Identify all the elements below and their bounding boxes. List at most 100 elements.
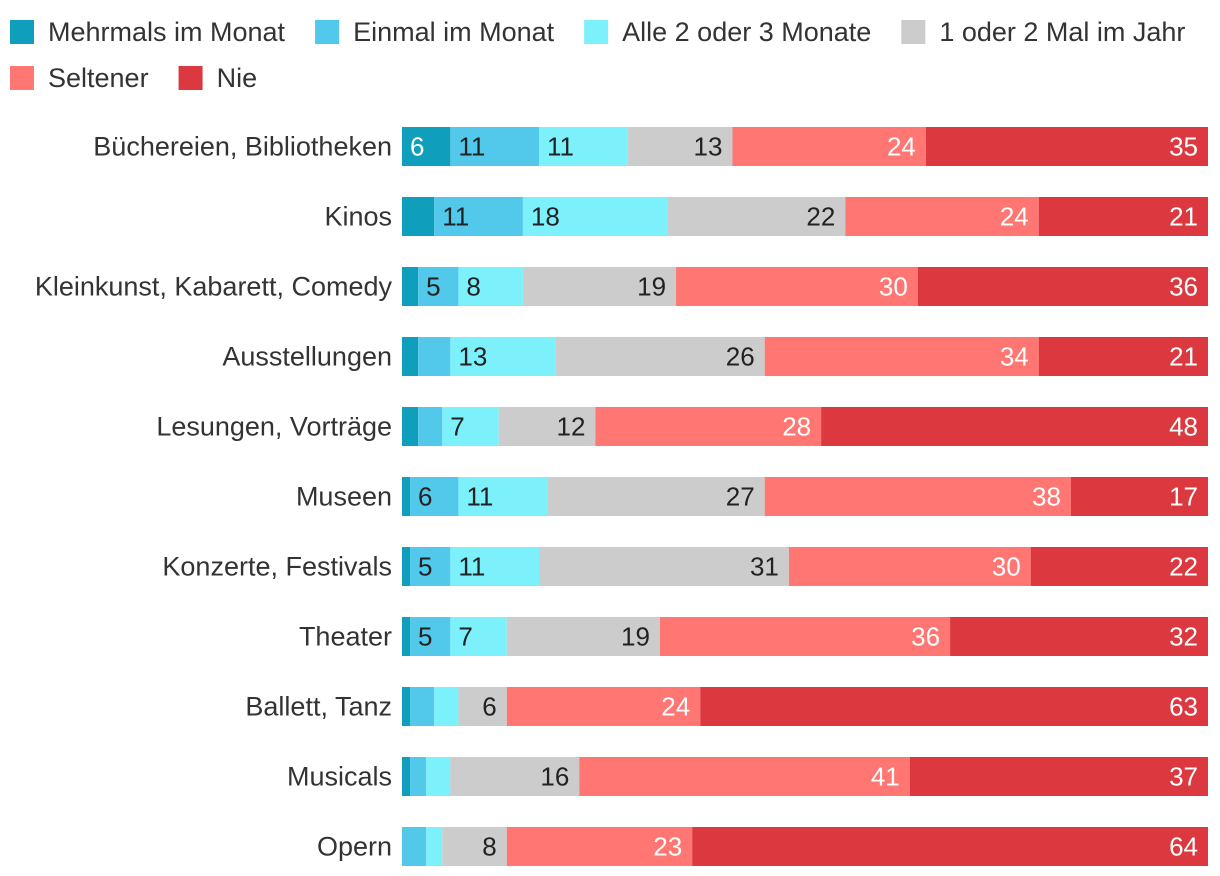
data-label: 13 [694,132,723,162]
bar-segment-einmal-im-monat [418,407,443,446]
data-label: 5 [418,622,432,652]
category-label: Musicals [287,762,392,792]
bar-segment-nie [1030,547,1208,586]
data-label: 12 [557,412,586,442]
bar-segment-nie [821,407,1208,446]
bar-row-museen: 6 11 27 38 17 [402,477,1208,516]
legend-swatch [10,20,34,44]
bar-segment-1-oder-2-mal-im-jahr [522,267,677,306]
bar-segment-seltener [764,337,1039,376]
bar-segment-1-oder-2-mal-im-jahr [547,477,765,516]
bar-segment-seltener [788,547,1031,586]
bar-row-theater: 5 7 19 36 32 [402,617,1208,656]
data-label: 41 [871,762,900,792]
data-label: 30 [879,272,908,302]
legend-label: Mehrmals im Monat [48,17,286,47]
category-label: Büchereien, Bibliotheken [93,132,392,162]
bar-segment-mehrmals-im-monat [402,127,451,166]
bar-segment-alle-2-oder-3-monate [458,477,548,516]
category-label: Konzerte, Festivals [162,552,392,582]
data-label: 11 [547,132,574,162]
data-label: 34 [1000,342,1029,372]
bar-segment-alle-2-oder-3-monate [434,687,459,726]
bar-segment-alle-2-oder-3-monate [442,407,499,446]
data-label: 11 [442,202,469,232]
data-label: 5 [426,272,440,302]
data-label: 8 [466,272,480,302]
legend-swatch [178,66,203,90]
data-label: 22 [806,202,835,232]
bar-segment-einmal-im-monat [434,197,523,236]
data-label: 63 [1169,692,1198,722]
bar-segment-einmal-im-monat [410,477,459,516]
bar-segment-1-oder-2-mal-im-jahr [627,127,733,166]
category-label: Museen [296,482,392,512]
category-label: Kleinkunst, Kabarett, Comedy [35,272,393,302]
data-label: 26 [726,342,755,372]
bar-segment-mehrmals-im-monat [402,617,411,656]
data-label: 17 [1169,482,1198,512]
legend-item-alle-2-oder-3-monate: Alle 2 oder 3 Monate [584,17,871,47]
bar-segment-nie [917,267,1208,306]
legend-swatch [315,20,340,44]
category-label: Ausstellungen [222,342,392,372]
data-label: 38 [1032,482,1061,512]
bar-segment-1-oder-2-mal-im-jahr [539,547,789,586]
bar-segment-mehrmals-im-monat [402,757,411,796]
bar-segment-1-oder-2-mal-im-jahr [458,687,507,726]
data-label: 35 [1169,132,1198,162]
data-label: 11 [466,482,493,512]
bar-segment-seltener [595,407,822,446]
legend-swatch [901,20,926,44]
bar-row-buechereien-bibliotheken: 6 11 11 13 24 35 [402,127,1208,166]
bar-segment-alle-2-oder-3-monate [450,547,540,586]
legend-label: Nie [217,63,258,93]
legend-swatch [584,20,609,44]
bar-segment-einmal-im-monat [402,827,427,866]
bar-segment-einmal-im-monat [410,617,451,656]
legend-item-seltener: Seltener [10,63,149,93]
bar-row-opern: 8 23 64 [402,827,1208,866]
category-label: Opern [317,832,392,862]
bar-row-konzerte-festivals: 5 11 31 30 22 [402,547,1208,586]
data-label: 22 [1169,552,1198,582]
bar-segment-einmal-im-monat [418,267,459,306]
category-label: Ballett, Tanz [245,692,392,722]
bar-segment-einmal-im-monat [418,337,451,376]
data-label: 32 [1169,622,1198,652]
data-label: 24 [1000,202,1029,232]
bar-segment-alle-2-oder-3-monate [426,757,451,796]
bar-segment-mehrmals-im-monat [402,337,419,376]
data-label: 6 [482,692,496,722]
bar-row-musicals: 16 41 37 [402,757,1208,796]
bar-row-ballett-tanz: 6 24 63 [402,687,1208,726]
bar-segment-einmal-im-monat [410,687,435,726]
data-label: 8 [482,832,496,862]
data-label: 31 [750,552,779,582]
legend-item-mehrmals-im-monat: Mehrmals im Monat [10,17,286,47]
bar-row-kleinkunst-kabarett-comedy: 5 8 19 30 36 [402,267,1208,306]
legend-label: 1 oder 2 Mal im Jahr [939,17,1185,47]
legend-item-nie: Nie [178,63,258,93]
bar-segment-1-oder-2-mal-im-jahr [442,827,507,866]
bar-segment-nie [1038,197,1208,236]
bar-segment-seltener [506,687,701,726]
bar-segment-seltener [579,757,910,796]
data-label: 21 [1169,342,1198,372]
bar-segment-nie [692,827,1208,866]
bar-row-kinos: 11 18 22 24 21 [402,197,1208,236]
data-label: 11 [458,552,485,582]
bar-segment-mehrmals-im-monat [402,197,435,236]
legend-label: Einmal im Monat [353,17,555,47]
bar-segment-1-oder-2-mal-im-jahr [555,337,765,376]
bar-segment-alle-2-oder-3-monate [426,827,443,866]
data-label: 18 [531,202,560,232]
category-label: Kinos [324,202,392,232]
bar-segment-nie [950,617,1208,656]
bar-segment-seltener [659,617,951,656]
data-label: 24 [887,132,916,162]
bar-segment-mehrmals-im-monat [402,267,419,306]
bar-segment-nie [909,757,1208,796]
legend-swatch [10,66,34,90]
